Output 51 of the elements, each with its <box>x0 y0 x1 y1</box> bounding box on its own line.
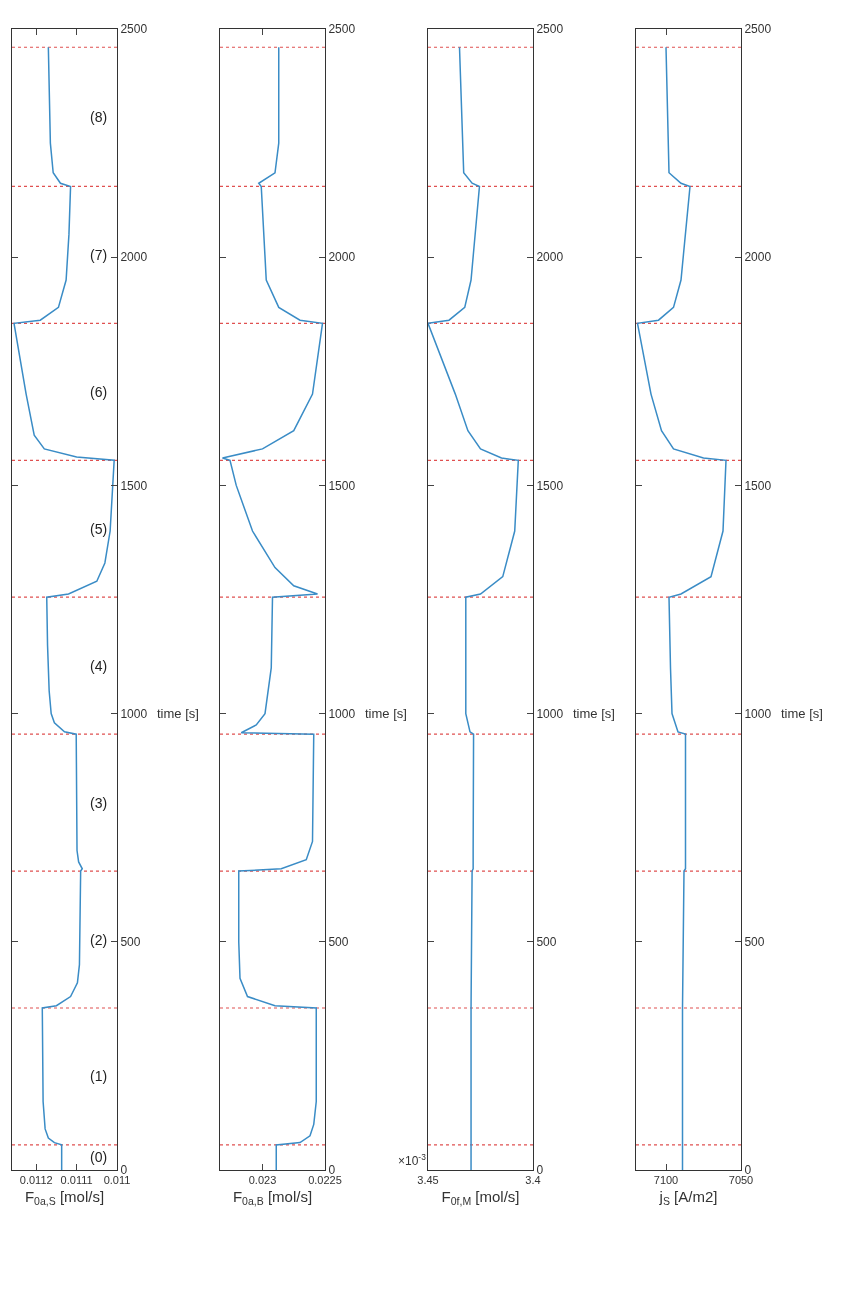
y-tick-label: 1000 <box>120 706 148 721</box>
y-tick-label: 2500 <box>744 22 772 37</box>
annotation: (5) <box>90 521 108 537</box>
y-axis-title: time [s] <box>365 706 407 721</box>
line-series <box>13 46 115 1170</box>
line-series <box>221 46 324 1170</box>
y-tick-label: 1500 <box>120 478 148 493</box>
x-tick-label: 0.011 <box>103 1174 131 1187</box>
x-tick-label: 3.45 <box>417 1174 439 1187</box>
y-tick-label: 500 <box>536 935 557 949</box>
x-tick-label: 7050 <box>728 1174 754 1187</box>
y-tick-label: 2000 <box>120 250 148 265</box>
annotation: (6) <box>90 384 108 400</box>
y-tick-label: 1000 <box>328 706 356 721</box>
y-tick-label: 1000 <box>744 706 772 721</box>
y-tick-label: 2500 <box>536 22 564 37</box>
text: ×10$^{-3}$ <box>398 1152 427 1169</box>
y-tick-label: 1500 <box>744 478 772 493</box>
y-tick-label: 2000 <box>536 250 564 265</box>
x-axis-title: j$_{S}$ [A/m2] <box>658 1188 718 1208</box>
x-tick-label: 0.023 <box>248 1174 277 1187</box>
line-series <box>636 46 727 1170</box>
y-tick-label: 1500 <box>536 478 564 493</box>
y-tick-label: 2000 <box>328 250 356 265</box>
y-tick-label: 500 <box>120 935 141 949</box>
annotation: (2) <box>90 932 108 948</box>
y-tick-label: 2500 <box>328 22 356 37</box>
line-series <box>428 46 520 1170</box>
y-axis-title: time [s] <box>573 706 615 721</box>
x-tick-label: 7100 <box>653 1174 679 1187</box>
x-axis-title: F$_{0a,B}$ [mol/s] <box>232 1188 313 1208</box>
annotation: (1) <box>90 1068 108 1084</box>
x-tick-label: 3.4 <box>525 1174 541 1187</box>
y-tick-label: 2500 <box>120 22 148 37</box>
x-tick-label: 0.0111 <box>60 1174 93 1187</box>
annotation: (3) <box>90 795 108 811</box>
y-tick-label: 500 <box>744 935 765 949</box>
x-axis-title: F$_{0f,M}$ [mol/s] <box>441 1188 520 1208</box>
y-axis-title: time [s] <box>157 706 199 721</box>
y-tick-label: 500 <box>328 935 349 949</box>
annotation: (8) <box>90 109 108 125</box>
annotation: (7) <box>90 247 108 263</box>
x-tick-label: 0.0225 <box>308 1174 342 1187</box>
annotation: (4) <box>90 658 108 674</box>
x-axis-title: F$_{0a,S}$ [mol/s] <box>24 1188 105 1208</box>
annotation: (0) <box>90 1149 108 1165</box>
y-tick-label: 2000 <box>744 250 772 265</box>
y-tick-label: 1000 <box>536 706 564 721</box>
y-axis-title: time [s] <box>781 706 823 721</box>
y-tick-label: 1500 <box>328 478 356 493</box>
x-tick-label: 0.0112 <box>19 1174 53 1187</box>
